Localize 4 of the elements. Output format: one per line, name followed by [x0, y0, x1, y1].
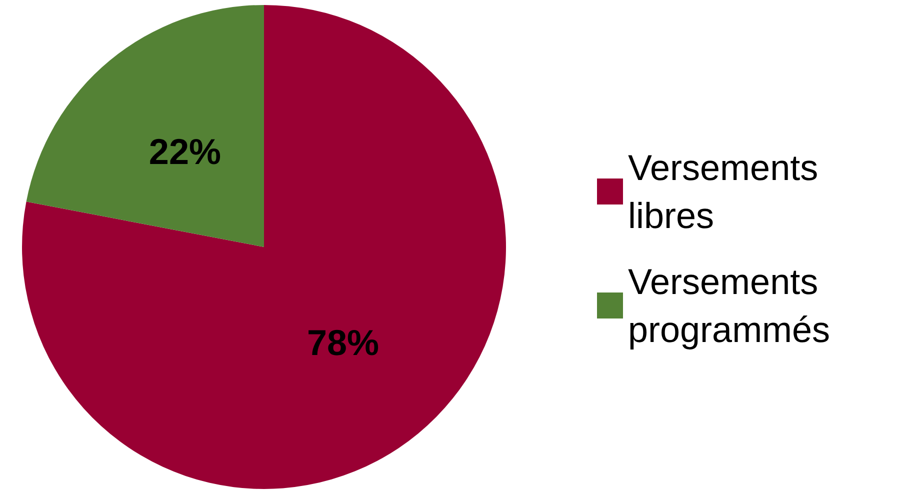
legend-label: Versements libres: [628, 147, 828, 236]
legend-label: Versements programmés: [628, 261, 830, 350]
data-label: 78%: [307, 322, 380, 364]
data-label: 22%: [148, 130, 221, 172]
